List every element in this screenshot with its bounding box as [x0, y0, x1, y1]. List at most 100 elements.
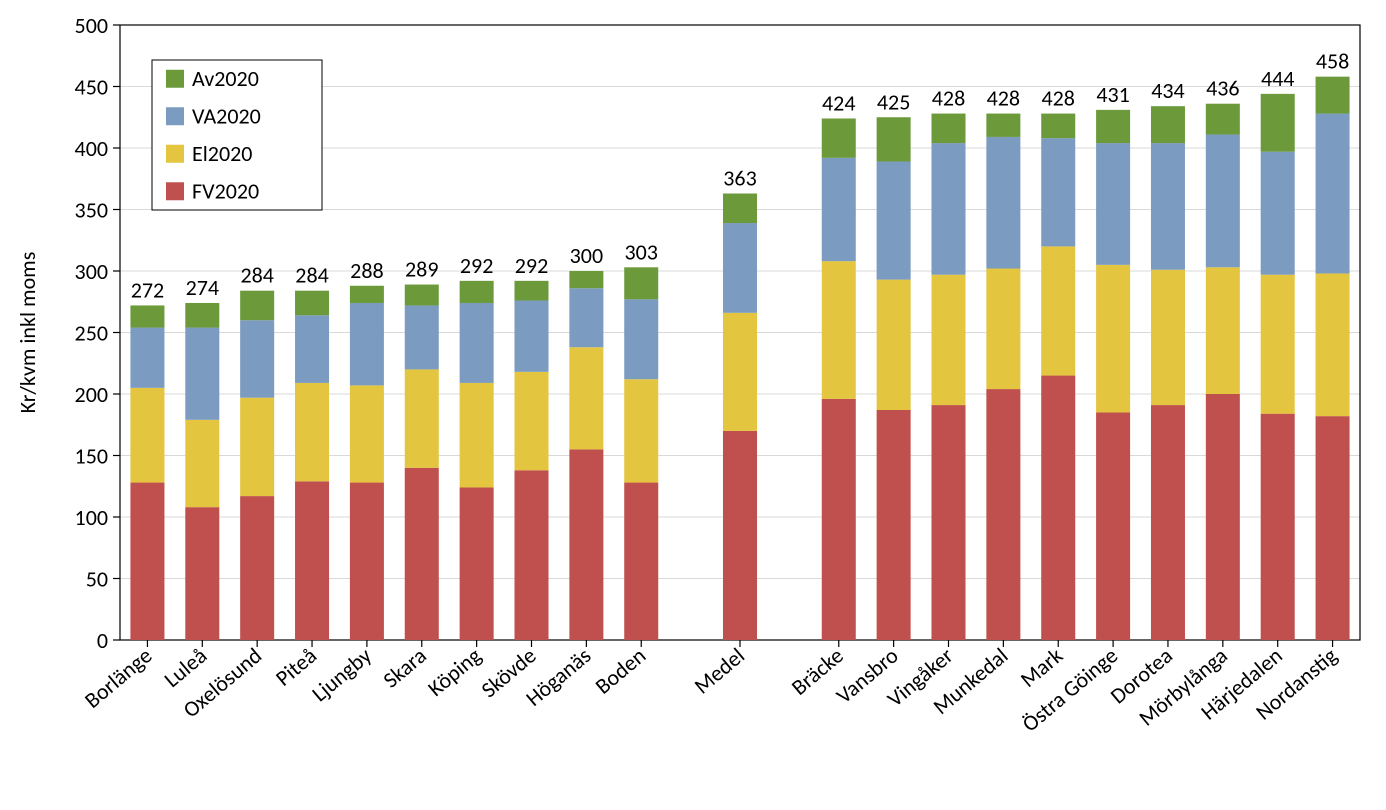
- bar-total-label: 428: [987, 85, 1020, 112]
- bar-total-label: 292: [460, 252, 493, 279]
- bar-segment-VA2020: [514, 301, 548, 372]
- bar-segment-VA2020: [1261, 152, 1295, 275]
- x-category-label: Medel: [689, 642, 750, 700]
- bar-segment-Av2020: [1316, 77, 1350, 114]
- bar-segment-VA2020: [1151, 143, 1185, 270]
- bar-segment-FV2020: [130, 483, 164, 640]
- bar-segment-El2020: [931, 275, 965, 405]
- bar-segment-VA2020: [130, 328, 164, 388]
- bar-total-label: 363: [723, 165, 756, 192]
- x-category-label: Köping: [422, 642, 486, 702]
- x-category-label: Ljungby: [306, 642, 377, 707]
- bar-segment-El2020: [1316, 273, 1350, 416]
- bar-segment-Av2020: [569, 271, 603, 288]
- bar-segment-El2020: [1151, 270, 1185, 405]
- bar-segment-Av2020: [723, 194, 757, 224]
- bar-segment-Av2020: [1206, 104, 1240, 135]
- bar-segment-FV2020: [1316, 416, 1350, 640]
- bar-total-label: 436: [1206, 75, 1239, 102]
- bar-segment-El2020: [295, 383, 329, 481]
- bar-segment-VA2020: [240, 320, 274, 397]
- bar-segment-FV2020: [1041, 376, 1075, 640]
- bar-segment-FV2020: [723, 431, 757, 640]
- legend-label: FV2020: [192, 177, 259, 204]
- bar-segment-Av2020: [877, 117, 911, 161]
- bar-segment-VA2020: [295, 315, 329, 383]
- bar-segment-El2020: [130, 388, 164, 483]
- bar-segment-VA2020: [624, 299, 658, 379]
- bar-segment-El2020: [877, 280, 911, 410]
- bar-segment-VA2020: [723, 223, 757, 313]
- bar-segment-FV2020: [624, 483, 658, 640]
- bar-segment-FV2020: [405, 468, 439, 640]
- bar-total-label: 431: [1096, 81, 1129, 108]
- bar-segment-VA2020: [350, 303, 384, 385]
- bar-segment-El2020: [624, 379, 658, 482]
- bar-segment-El2020: [350, 385, 384, 482]
- bar-total-label: 284: [295, 262, 328, 289]
- bar-segment-VA2020: [1096, 143, 1130, 265]
- bar-segment-Av2020: [405, 285, 439, 306]
- y-tick-label: 400: [75, 135, 108, 162]
- bar-segment-VA2020: [405, 305, 439, 369]
- bar-total-label: 284: [240, 262, 273, 289]
- bar-segment-VA2020: [185, 328, 219, 420]
- bar-segment-VA2020: [877, 162, 911, 280]
- bar-segment-El2020: [1206, 267, 1240, 394]
- y-tick-label: 450: [75, 74, 108, 101]
- bar-segment-VA2020: [822, 158, 856, 261]
- bar-segment-El2020: [569, 347, 603, 449]
- legend-swatch-El2020: [166, 145, 184, 163]
- bar-segment-El2020: [405, 369, 439, 467]
- x-category-label: Skara: [377, 642, 431, 694]
- bar-segment-FV2020: [931, 405, 965, 640]
- bar-total-label: 300: [570, 242, 603, 269]
- y-tick-label: 350: [75, 197, 108, 224]
- x-category-label: Borlänge: [79, 642, 157, 714]
- y-tick-label: 0: [97, 627, 108, 654]
- bar-segment-FV2020: [1261, 414, 1295, 640]
- bar-segment-VA2020: [460, 303, 494, 383]
- bar-total-label: 274: [186, 274, 219, 301]
- y-tick-label: 250: [75, 320, 108, 347]
- legend-swatch-Av2020: [166, 70, 184, 88]
- bar-segment-VA2020: [986, 137, 1020, 269]
- bar-segment-El2020: [822, 261, 856, 399]
- bar-segment-Av2020: [185, 303, 219, 328]
- bar-segment-FV2020: [569, 449, 603, 640]
- bar-segment-El2020: [1041, 246, 1075, 375]
- bar-segment-Av2020: [130, 305, 164, 327]
- bar-segment-Av2020: [1096, 110, 1130, 143]
- legend-swatch-VA2020: [166, 107, 184, 125]
- bar-segment-El2020: [986, 269, 1020, 390]
- bar-total-label: 288: [350, 257, 383, 284]
- bar-segment-Av2020: [931, 114, 965, 144]
- bar-total-label: 272: [131, 276, 164, 303]
- bar-segment-FV2020: [877, 410, 911, 640]
- bar-segment-FV2020: [295, 481, 329, 640]
- y-tick-label: 300: [75, 258, 108, 285]
- stacked-bar-chart: 050100150200250300350400450500272Borläng…: [0, 0, 1386, 810]
- bar-segment-El2020: [240, 398, 274, 496]
- bar-segment-Av2020: [1041, 114, 1075, 139]
- bar-total-label: 303: [625, 238, 658, 265]
- bar-segment-El2020: [460, 383, 494, 488]
- x-category-label: Boden: [590, 642, 652, 700]
- bar-segment-VA2020: [1316, 114, 1350, 274]
- bar-segment-El2020: [514, 372, 548, 470]
- bar-total-label: 434: [1151, 77, 1184, 104]
- bar-segment-VA2020: [1206, 134, 1240, 267]
- bar-segment-Av2020: [460, 281, 494, 303]
- legend-label: El2020: [192, 140, 252, 167]
- legend-label: Av2020: [192, 65, 259, 92]
- bar-total-label: 289: [405, 256, 438, 283]
- bar-total-label: 292: [515, 252, 548, 279]
- bar-segment-El2020: [723, 313, 757, 431]
- bar-segment-Av2020: [350, 286, 384, 303]
- bar-total-label: 458: [1316, 48, 1349, 75]
- bar-segment-FV2020: [240, 496, 274, 640]
- y-axis-label: Kr/kvm inkl moms: [14, 252, 41, 414]
- legend-swatch-FV2020: [166, 182, 184, 200]
- bar-segment-Av2020: [1261, 94, 1295, 152]
- bar-segment-El2020: [1261, 275, 1295, 414]
